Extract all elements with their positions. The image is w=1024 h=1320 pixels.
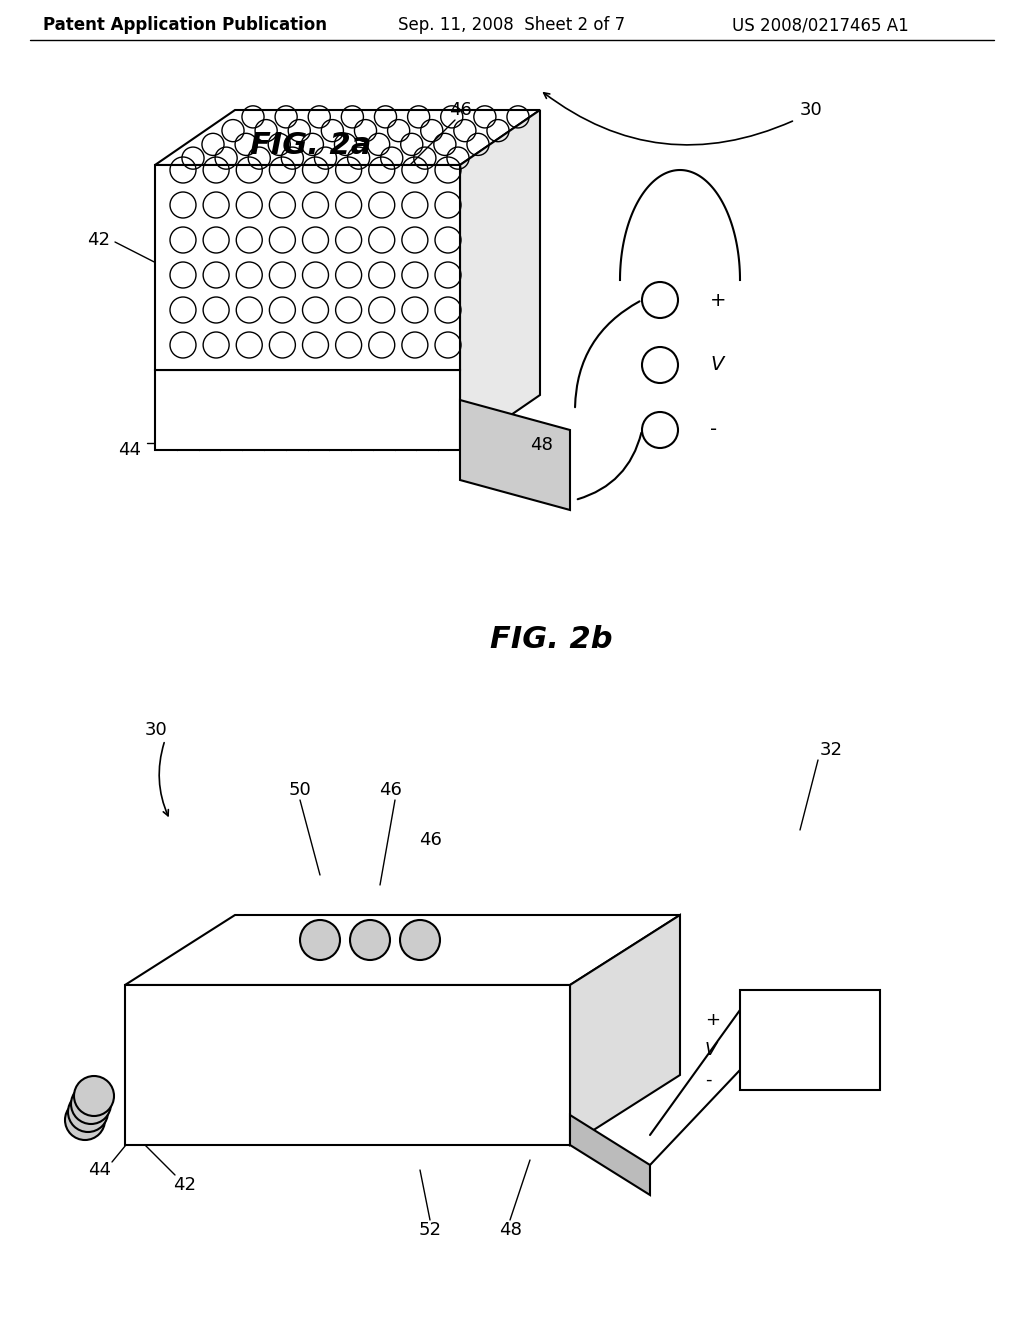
Text: +: + [705, 1011, 720, 1030]
Text: 52: 52 [419, 1221, 441, 1239]
Text: 32: 32 [820, 741, 843, 759]
Text: Control
Circuit: Control Circuit [777, 1020, 843, 1060]
Circle shape [642, 412, 678, 447]
Circle shape [68, 1092, 108, 1133]
Text: 30: 30 [800, 102, 822, 119]
Text: 30: 30 [145, 721, 168, 739]
Polygon shape [570, 1115, 650, 1195]
Polygon shape [570, 915, 680, 1144]
Circle shape [400, 920, 440, 960]
Text: Patent Application Publication: Patent Application Publication [43, 16, 327, 34]
Text: V: V [705, 1041, 718, 1059]
Text: 46: 46 [449, 102, 471, 119]
Polygon shape [155, 110, 540, 165]
Polygon shape [125, 915, 680, 985]
Text: -: - [710, 421, 717, 440]
Text: 46: 46 [419, 832, 441, 849]
Text: Sep. 11, 2008  Sheet 2 of 7: Sep. 11, 2008 Sheet 2 of 7 [398, 16, 626, 34]
Circle shape [74, 1076, 114, 1115]
Polygon shape [460, 110, 540, 450]
Text: +: + [710, 290, 726, 309]
Text: 48: 48 [499, 1221, 521, 1239]
Text: -: - [705, 1071, 712, 1089]
Polygon shape [155, 370, 460, 450]
Text: 44: 44 [88, 1162, 112, 1179]
Circle shape [71, 1084, 111, 1125]
Text: 44: 44 [119, 441, 141, 459]
Polygon shape [155, 165, 460, 370]
Text: 42: 42 [173, 1176, 197, 1195]
Bar [740, 990, 880, 1090]
Circle shape [350, 920, 390, 960]
Text: 46: 46 [379, 781, 401, 799]
Polygon shape [460, 400, 570, 510]
Text: 50: 50 [289, 781, 311, 799]
Circle shape [65, 1100, 105, 1140]
Text: FIG. 2b: FIG. 2b [490, 626, 612, 655]
Circle shape [300, 920, 340, 960]
Circle shape [642, 282, 678, 318]
Text: US 2008/0217465 A1: US 2008/0217465 A1 [731, 16, 908, 34]
Text: 48: 48 [530, 436, 553, 454]
Text: 42: 42 [87, 231, 110, 249]
Polygon shape [125, 985, 570, 1144]
Text: V: V [710, 355, 723, 375]
Text: FIG. 2a: FIG. 2a [250, 131, 372, 160]
Circle shape [642, 347, 678, 383]
